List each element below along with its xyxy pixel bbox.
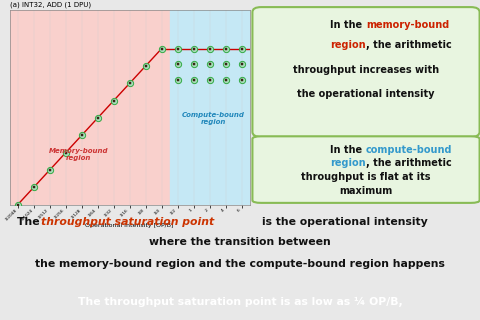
Text: the operational intensity: the operational intensity [297, 90, 435, 100]
Text: memory-bound: memory-bound [366, 20, 449, 29]
Text: In the: In the [331, 145, 366, 156]
Text: , the arithmetic: , the arithmetic [366, 158, 452, 168]
FancyBboxPatch shape [252, 136, 480, 203]
Text: compute-bound: compute-bound [366, 145, 453, 156]
Text: In the: In the [331, 20, 366, 29]
Text: the memory-bound region and the compute-bound region happens: the memory-bound region and the compute-… [35, 260, 445, 269]
Text: Compute-bound
region: Compute-bound region [182, 112, 245, 125]
Bar [169, 10, 250, 205]
Bar [10, 10, 169, 205]
Text: maximum: maximum [339, 186, 393, 196]
Text: throughput saturation point: throughput saturation point [41, 217, 214, 227]
FancyBboxPatch shape [252, 7, 480, 137]
Text: throughput increases with: throughput increases with [293, 65, 439, 75]
X-axis label: Operational Intensity [OP/B]: Operational Intensity [OP/B] [85, 223, 174, 228]
Text: where the transition between: where the transition between [149, 237, 331, 247]
Text: region: region [330, 40, 366, 50]
Text: The: The [17, 217, 43, 227]
Text: is the operational intensity: is the operational intensity [262, 217, 427, 227]
Text: throughput is flat at its: throughput is flat at its [301, 172, 431, 182]
Text: (a) INT32, ADD (1 DPU): (a) INT32, ADD (1 DPU) [10, 2, 91, 8]
Text: The throughput saturation point is as low as ¼ OP/B,: The throughput saturation point is as lo… [78, 297, 402, 307]
Text: region: region [330, 158, 366, 168]
Text: Memory-bound
region: Memory-bound region [48, 148, 108, 161]
Text: , the arithmetic: , the arithmetic [366, 40, 452, 50]
